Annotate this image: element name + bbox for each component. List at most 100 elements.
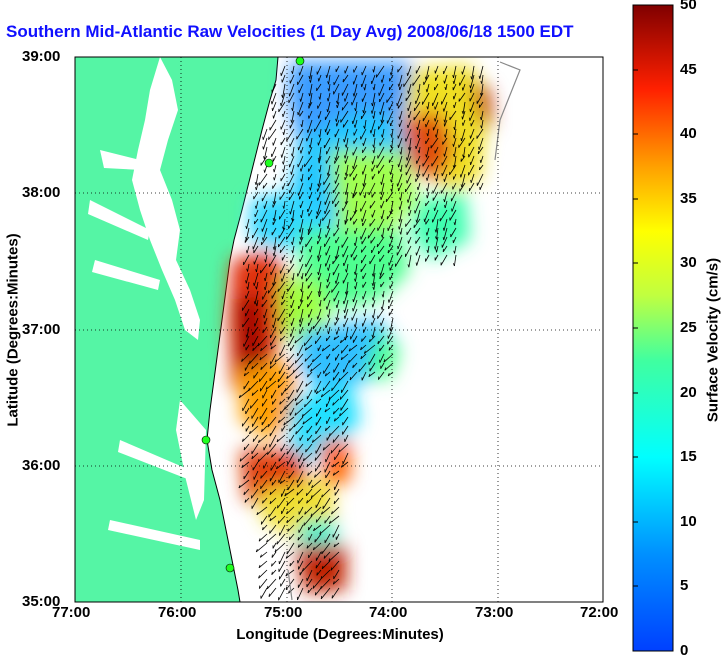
velocity-arrow [265, 254, 268, 263]
velocity-arrow-head [327, 88, 330, 92]
velocity-arrow [476, 128, 484, 139]
velocity-arrow [423, 74, 430, 85]
velocity-arrow [241, 416, 250, 427]
velocity-arrow [296, 128, 304, 140]
velocity-arrow-head [443, 119, 446, 123]
velocity-arrow [344, 308, 349, 319]
velocity-arrow-head [326, 98, 329, 102]
velocity-arrow [315, 497, 322, 508]
velocity-arrow-head [435, 236, 437, 240]
velocity-arrow-head [257, 342, 260, 347]
velocity-arrow-head [416, 173, 418, 178]
velocity-arrow [306, 497, 313, 504]
velocity-arrow [453, 101, 457, 109]
velocity-arrow [324, 200, 331, 215]
velocity-arrow [280, 119, 286, 130]
velocity-arrow [326, 416, 331, 424]
velocity-arrow [308, 146, 313, 155]
velocity-arrow-head [279, 337, 282, 342]
velocity-arrow [274, 353, 286, 363]
velocity-arrow-head [444, 86, 447, 91]
velocity-arrow-head [314, 539, 316, 543]
velocity-arrow [469, 110, 475, 121]
velocity-arrow [342, 74, 349, 83]
velocity-arrow [425, 218, 430, 225]
velocity-arrow [453, 74, 457, 84]
velocity-arrow [461, 128, 466, 142]
velocity-arrow-head [271, 101, 273, 105]
velocity-arrow-head [461, 116, 463, 120]
velocity-arrow [279, 245, 286, 254]
velocity-arrow-head [435, 178, 437, 182]
velocity-arrow-head [312, 359, 314, 363]
velocity-arrow-head [407, 147, 410, 151]
velocity-arrow [297, 155, 304, 168]
velocity-arrow-head [325, 427, 327, 431]
velocity-arrow [255, 173, 259, 185]
velocity-arrow [246, 326, 250, 338]
velocity-arrow-head [241, 358, 243, 362]
velocity-arrow [241, 461, 250, 469]
velocity-arrow [287, 524, 295, 532]
velocity-arrow-head [354, 230, 356, 234]
velocity-arrow [468, 146, 475, 158]
velocity-arrow [372, 155, 376, 165]
velocity-arrow [405, 218, 412, 227]
velocity-arrow [308, 524, 313, 531]
velocity-arrow [348, 353, 358, 364]
velocity-arrow [260, 263, 268, 274]
velocity-arrow [459, 74, 466, 86]
velocity-arrow [415, 236, 421, 244]
velocity-arrow [470, 173, 475, 183]
velocity-arrow [299, 317, 304, 327]
velocity-arrow [336, 209, 340, 217]
velocity-arrow [320, 587, 331, 600]
velocity-arrow [344, 218, 349, 225]
velocity-arrow [272, 218, 277, 226]
velocity-arrow [390, 65, 394, 76]
velocity-arrow-head [264, 259, 266, 263]
velocity-arrow [272, 308, 277, 318]
velocity-arrow [442, 137, 448, 145]
velocity-arrow [399, 83, 403, 91]
velocity-arrow [353, 173, 358, 181]
velocity-arrow-head [388, 299, 390, 303]
velocity-arrow-head [390, 133, 393, 138]
velocity-arrow [314, 533, 322, 543]
velocity-arrow [405, 182, 412, 193]
velocity-arrow [443, 101, 448, 112]
velocity-arrow-head [397, 164, 399, 168]
velocity-arrow [412, 74, 421, 86]
velocity-arrow-head [271, 454, 273, 458]
velocity-arrow [271, 479, 277, 486]
velocity-arrow [407, 101, 412, 112]
velocity-arrow-head [452, 74, 454, 79]
velocity-arrow-head [353, 324, 356, 328]
velocity-arrow [256, 281, 259, 290]
velocity-arrow [341, 344, 349, 354]
velocity-arrow-head [407, 90, 409, 94]
velocity-arrow-head [297, 192, 299, 196]
velocity-arrow [427, 182, 430, 192]
velocity-arrow [335, 353, 340, 361]
velocity-arrow [322, 497, 331, 510]
velocity-arrow [322, 380, 331, 391]
velocity-arrow [304, 155, 313, 168]
velocity-arrow [261, 299, 268, 308]
velocity-arrow-head [360, 355, 363, 360]
velocity-arrow [426, 146, 430, 158]
velocity-arrow [264, 146, 268, 160]
velocity-arrow [283, 218, 286, 230]
colorbar-tick-label: 50 [680, 0, 697, 13]
velocity-arrow [310, 74, 313, 83]
velocity-arrow [416, 209, 421, 223]
velocity-arrow-head [384, 367, 387, 371]
velocity-arrow-head [453, 126, 456, 130]
velocity-arrow-head [303, 342, 306, 346]
velocity-arrow [436, 227, 439, 240]
velocity-arrow [416, 164, 421, 178]
velocity-arrow-head [351, 120, 354, 124]
velocity-arrow [305, 380, 313, 387]
velocity-arrow [244, 497, 250, 503]
velocity-arrow [434, 254, 439, 261]
